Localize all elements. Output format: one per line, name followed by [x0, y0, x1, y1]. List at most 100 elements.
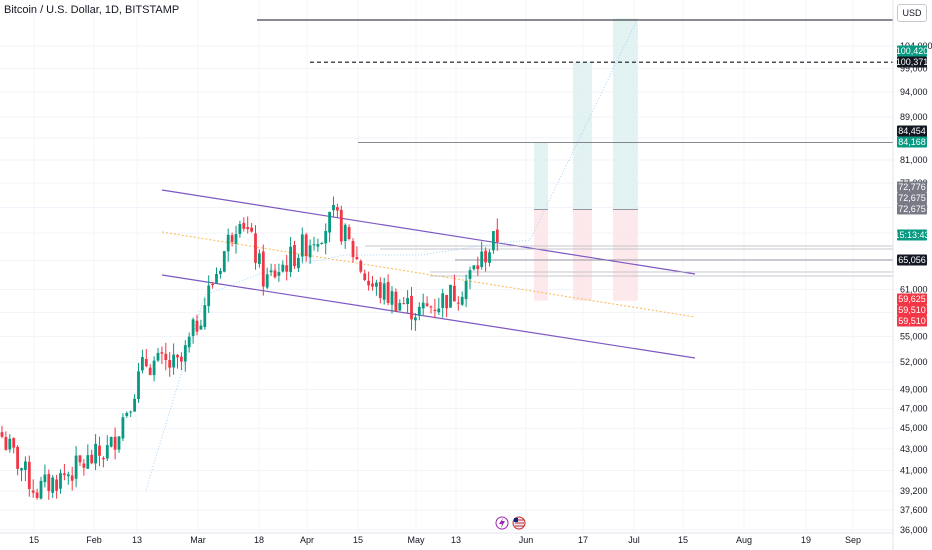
- time-tick-label: Apr: [300, 535, 314, 545]
- candle-body: [246, 227, 250, 230]
- candle-body: [265, 274, 269, 288]
- candle-body: [382, 283, 386, 300]
- candle-body: [492, 231, 495, 251]
- candle-body: [183, 345, 187, 362]
- price-tag: [897, 181, 927, 193]
- candle-body: [285, 265, 289, 272]
- candle-body: [347, 227, 351, 239]
- candle-body: [297, 258, 300, 269]
- time-tick-label: Feb: [86, 535, 102, 545]
- candle-body: [328, 211, 331, 233]
- price-tag-label: 100,371: [896, 57, 929, 67]
- candle-body: [27, 461, 31, 489]
- event-icons: [495, 516, 526, 530]
- candle-body: [336, 207, 339, 211]
- candle-body: [226, 234, 230, 252]
- candle-body: [332, 204, 335, 211]
- candle-body: [433, 309, 437, 312]
- candle-body: [117, 436, 121, 450]
- candle-body: [113, 436, 117, 450]
- candle-body: [94, 443, 97, 464]
- candle-body: [316, 244, 320, 247]
- candle-body: [273, 270, 277, 278]
- price-tag: [897, 293, 927, 305]
- candle-body: [351, 241, 355, 258]
- lightning-glyph: [499, 518, 505, 528]
- candle-body: [359, 260, 363, 272]
- candle-body: [367, 280, 370, 286]
- candle-body: [195, 320, 199, 332]
- candle-body: [378, 282, 382, 298]
- candle-body: [398, 302, 402, 311]
- time-tick-label: 15: [353, 535, 363, 545]
- candle-body: [31, 490, 35, 493]
- candle-body: [51, 477, 55, 493]
- candle-body: [308, 245, 312, 258]
- candle-body: [90, 454, 94, 464]
- candle-body: [222, 251, 226, 272]
- candle-body: [230, 235, 234, 243]
- candle-body: [495, 229, 499, 243]
- loss-zone: [534, 209, 548, 301]
- candle-body: [460, 296, 464, 305]
- candle-body: [468, 270, 472, 279]
- price-tag-label: 72,675: [898, 204, 926, 214]
- projection-path: [145, 21, 637, 491]
- time-tick-label: 17: [578, 535, 588, 545]
- candle-body: [207, 285, 211, 307]
- price-tick-label: 45,000: [900, 423, 928, 433]
- candle-body: [109, 437, 113, 447]
- candle-body: [86, 455, 90, 469]
- candle-body: [234, 234, 238, 244]
- candle-body: [144, 358, 148, 367]
- price-tag: [897, 254, 927, 266]
- price-tick-label: 49,000: [900, 384, 928, 394]
- candle-body: [160, 352, 164, 354]
- candle-body: [63, 473, 66, 476]
- price-tick-label: 81,000: [900, 155, 928, 165]
- candle-body: [82, 463, 86, 468]
- price-tag-label: 72,675: [898, 193, 926, 203]
- candle-body: [441, 293, 445, 308]
- candle-body: [129, 411, 133, 413]
- time-tick-label: May: [407, 535, 425, 545]
- profit-zone: [573, 62, 592, 210]
- loss-zone: [573, 209, 592, 301]
- candle-body: [456, 302, 460, 304]
- candle-body: [410, 295, 413, 320]
- candle-body: [39, 480, 43, 499]
- candle-body: [484, 250, 487, 263]
- price-axis: 36,000 37,600 39,200 41,000 43,000 45,000 47,0…: [892, 0, 932, 550]
- candle-body: [74, 455, 78, 479]
- candle-body: [480, 251, 484, 268]
- price-tick-label: 55,000: [900, 332, 928, 342]
- candle-body: [312, 244, 316, 246]
- time-tick-label: 13: [451, 535, 461, 545]
- price-tag-label: 65,056: [898, 255, 926, 265]
- price-tag-label: 15:13:43: [894, 230, 929, 240]
- profit-zone: [613, 18, 638, 210]
- candle-body: [417, 306, 421, 316]
- candle-body: [394, 291, 398, 312]
- candle-body: [191, 319, 195, 336]
- price-tag-label: 84,454: [898, 126, 926, 136]
- currency-button[interactable]: USD: [897, 4, 927, 22]
- price-tag: [897, 136, 927, 148]
- time-tick-label: 13: [132, 535, 142, 545]
- candle-body: [343, 224, 347, 242]
- time-tick-label: Jun: [519, 535, 534, 545]
- candle-body: [203, 305, 207, 328]
- time-tick-label: 15: [29, 535, 39, 545]
- candle-body: [406, 298, 409, 305]
- symbol-title: Bitcoin / U.S. Dollar, 1D, BITSTAMP: [4, 4, 180, 16]
- candle-body: [12, 438, 16, 448]
- time-tick-label: 18: [254, 535, 264, 545]
- flag-canton: [514, 518, 518, 522]
- candle-body: [8, 438, 12, 450]
- price-tick-label: 36,000: [900, 525, 928, 535]
- candle-body: [55, 479, 58, 491]
- candle-body: [20, 468, 23, 471]
- candle-body: [16, 446, 19, 469]
- candle-body: [121, 417, 125, 439]
